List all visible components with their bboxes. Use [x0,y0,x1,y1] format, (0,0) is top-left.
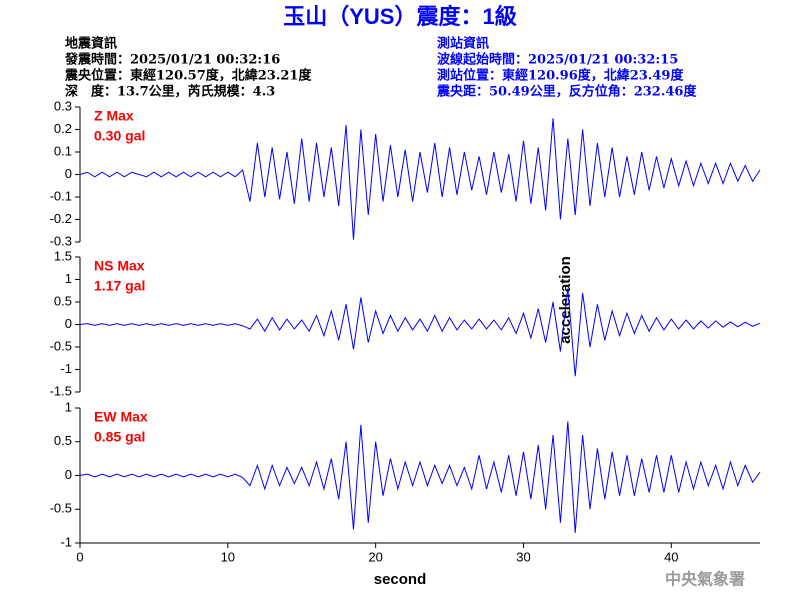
x-tick-label: 40 [664,549,678,564]
y-tick-label: 0 [65,316,72,331]
station-info: 測站資訊 [437,36,489,52]
y-tick-label: 0.5 [54,293,72,308]
x-axis-label: second [374,571,427,588]
x-tick-label: 30 [516,549,530,564]
waveform [79,118,761,240]
quake-info: 地震資訊 [65,36,117,52]
quake-info: 深 度：13.7公里，芮氏規模：4.3 [65,84,275,100]
y-tick-label: 1 [65,399,72,414]
y-tick-label: 0.1 [54,143,72,158]
y-tick-label: 1 [65,271,72,286]
max-label: 1.17 gal [94,278,145,294]
y-tick-label: -0.2 [50,211,72,226]
y-tick-label: 1.5 [54,248,72,263]
y-tick-label: -1 [60,534,72,549]
max-label: 0.30 gal [94,128,145,144]
y-tick-label: -1.5 [50,383,72,398]
y-tick-label: 0 [65,467,72,482]
y-tick-label: -1 [60,361,72,376]
max-label: EW Max [94,409,148,425]
station-info: 震央距：50.49公里，反方位角：232.46度 [436,84,697,100]
y-tick-label: 0.5 [54,433,72,448]
title: 玉山（YUS）震度：1級 [283,4,516,29]
y-tick-label: -0.1 [50,188,72,203]
station-info: 波線起始時間：2025/01/21 00:32:15 [437,52,678,68]
station-info: 測站位置：東經120.96度，北緯23.49度 [437,68,684,84]
max-label: NS Max [94,258,145,274]
y-axis-label: acceleration [557,256,574,344]
y-tick-label: -0.3 [50,233,72,248]
y-tick-label: 0.3 [54,98,72,113]
waveform [79,421,761,533]
x-tick-label: 20 [368,549,382,564]
x-tick-label: 10 [221,549,235,564]
credit: 中央氣象署 [665,570,745,589]
waveform [79,288,761,377]
quake-info: 發震時間：2025/01/21 00:32:16 [64,52,280,68]
quake-info: 震央位置：東經120.57度，北緯23.21度 [64,68,312,84]
max-label: 0.85 gal [94,429,145,445]
y-tick-label: -0.5 [50,338,72,353]
y-tick-label: 0 [65,166,72,181]
max-label: Z Max [94,108,134,124]
x-tick-label: 0 [76,549,83,564]
y-tick-label: -0.5 [50,501,72,516]
y-tick-label: 0.2 [54,121,72,136]
